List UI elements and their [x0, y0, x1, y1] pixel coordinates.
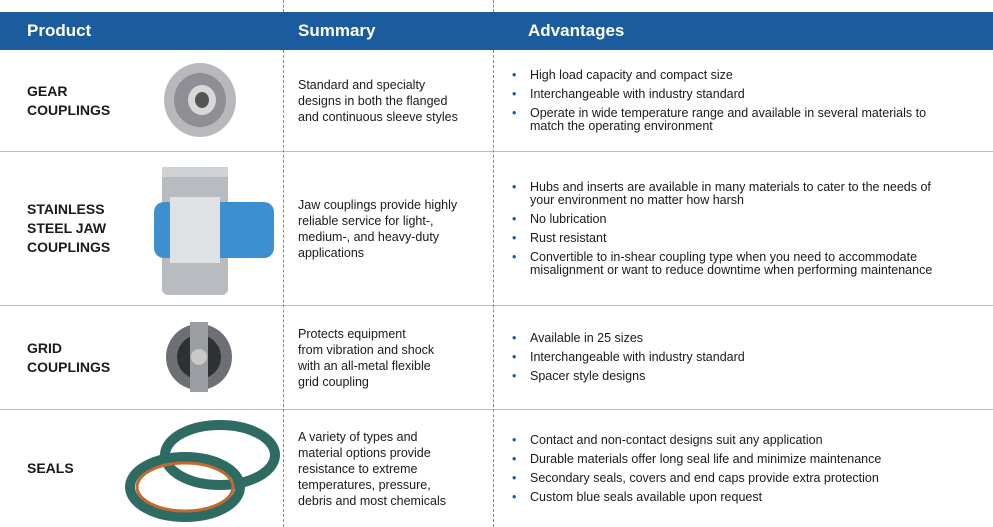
advantage-text: Secondary seals, covers and end caps pro… — [530, 470, 879, 485]
advantage-text: No lubrication — [530, 211, 607, 226]
advantage-item: • Interchangeable with industry standard — [512, 351, 942, 364]
advantage-item: • Hubs and inserts are available in many … — [512, 179, 942, 207]
summary: Jaw couplings provide highly reliable ser… — [298, 152, 488, 305]
bullet: • — [512, 489, 517, 504]
table-header: Product Summary Advantages — [0, 12, 993, 50]
advantage-text: Interchangeable with industry standard — [530, 86, 745, 101]
row: GEAR COUPLINGS Standard and specialty desig… — [0, 50, 993, 152]
advantage-item: • Secondary seals, covers and end caps pr… — [512, 470, 942, 485]
divider — [493, 50, 494, 527]
advantage-item: • Custom blue seals available upon reques… — [512, 489, 942, 504]
summary-line: applications — [298, 245, 365, 260]
bullet: • — [512, 105, 517, 120]
advantage-text: High load capacity and compact size — [530, 67, 733, 82]
advantage-item: • Spacer style designs — [512, 370, 942, 383]
advantage-text: Convertible to in-shear coupling type wh… — [530, 249, 933, 277]
advantage-text: Rust resistant — [530, 230, 607, 245]
product-line: COUPLINGS — [27, 101, 111, 118]
advantage-item: • High load capacity and compact size — [512, 67, 942, 82]
advantage-item: • Durable materials offer long seal life … — [512, 451, 942, 466]
bullet: • — [512, 211, 517, 226]
bullet: • — [512, 451, 517, 466]
summary-line: Standard and specialty — [298, 77, 426, 92]
header-summary: Summary — [298, 21, 376, 40]
summary-line: Jaw couplings provide highly — [298, 197, 458, 212]
bullet: • — [512, 432, 517, 447]
product-line: STAINLESS — [27, 201, 105, 217]
summary-line: from vibration and shock — [298, 342, 435, 357]
summary-line: with an all-metal flexible — [298, 358, 431, 373]
bullet: • — [512, 331, 517, 345]
product-line: SEALS — [27, 460, 74, 476]
product-image — [125, 420, 280, 522]
summary-line: Protects equipment — [298, 326, 406, 341]
divider — [283, 0, 284, 12]
advantage-text: Available in 25 sizes — [530, 331, 644, 345]
product-line: COUPLINGS — [27, 239, 111, 255]
advantage-item: • No lubrication — [512, 211, 942, 226]
advantage-item: • Rust resistant — [512, 230, 942, 245]
summary: A variety of types and material options p… — [298, 410, 488, 527]
summary-line: reliable service for light-, — [298, 213, 434, 228]
bullet: • — [512, 369, 517, 383]
product-name: STAINLESS STEEL JAW COUPLINGS — [27, 152, 152, 305]
summary: Standard and specialty designs in both th… — [298, 50, 488, 151]
product-line: GRID — [27, 339, 62, 356]
advantage-text: Custom blue seals available upon request — [530, 489, 763, 504]
advantage-text: Hubs and inserts are available in many m… — [530, 179, 931, 207]
advantage-item: • Contact and non-contact designs suit an… — [512, 432, 942, 447]
summary-line: material options provide — [298, 445, 431, 460]
product-image — [164, 63, 236, 137]
advantage-item: • Operate in wide temperature range and a… — [512, 105, 942, 133]
summary-line: debris and most chemicals — [298, 493, 446, 508]
advantages-list: • Contact and non-contact designs suit an… — [512, 410, 942, 527]
bullet: • — [512, 350, 517, 364]
advantage-text: Interchangeable with industry standard — [530, 350, 745, 364]
row: SEALS A variety of types and material opti… — [0, 410, 993, 527]
product-line: COUPLINGS — [27, 358, 111, 375]
advantages-list: • High load capacity and compact size • Int… — [512, 50, 942, 151]
advantages-list: • Hubs and inserts are available in many … — [512, 152, 942, 305]
advantage-text: Operate in wide temperature range and av… — [530, 105, 927, 133]
bullet: • — [512, 67, 517, 82]
header-product: Product — [27, 21, 92, 40]
product-name: GEAR COUPLINGS — [27, 50, 152, 151]
product-name: SEALS — [27, 410, 152, 527]
product-line: STEEL JAW — [27, 220, 107, 236]
summary-line: grid coupling — [298, 374, 369, 389]
advantage-text: Durable materials offer long seal life a… — [530, 451, 882, 466]
product-line: GEAR — [27, 82, 68, 99]
header-advantages: Advantages — [528, 21, 625, 40]
advantage-item: • Available in 25 sizes — [512, 332, 942, 345]
advantage-item: • Convertible to in-shear coupling type w… — [512, 249, 942, 277]
summary-line: designs in both the flanged — [298, 93, 448, 108]
bullet: • — [512, 470, 517, 485]
summary-line: and continuous sleeve styles — [298, 109, 458, 124]
advantage-text: Spacer style designs — [530, 369, 646, 383]
summary-line: temperatures, pressure, — [298, 477, 431, 492]
summary-line: medium-, and heavy-duty — [298, 229, 440, 244]
product-name: GRID COUPLINGS — [27, 306, 152, 409]
product-image — [166, 322, 232, 392]
summary: Protects equipment from vibration and sho… — [298, 306, 488, 409]
summary-line: A variety of types and — [298, 429, 418, 444]
bullet: • — [512, 179, 517, 194]
bullet: • — [512, 230, 517, 245]
advantage-item: • Interchangeable with industry standard — [512, 86, 942, 101]
bullet: • — [512, 86, 517, 101]
divider — [283, 50, 284, 527]
product-image — [154, 167, 274, 295]
divider — [493, 0, 494, 12]
advantage-text: Contact and non-contact designs suit any… — [530, 432, 823, 447]
bullet: • — [512, 249, 517, 264]
row: STAINLESS STEEL JAW COUPLINGS Jaw couplings… — [0, 152, 993, 306]
row: GRID COUPLINGS Protects equipment from vibr… — [0, 306, 993, 410]
advantages-list: • Available in 25 sizes • Interchangeable w… — [512, 306, 942, 409]
summary-line: resistance to extreme — [298, 461, 418, 476]
